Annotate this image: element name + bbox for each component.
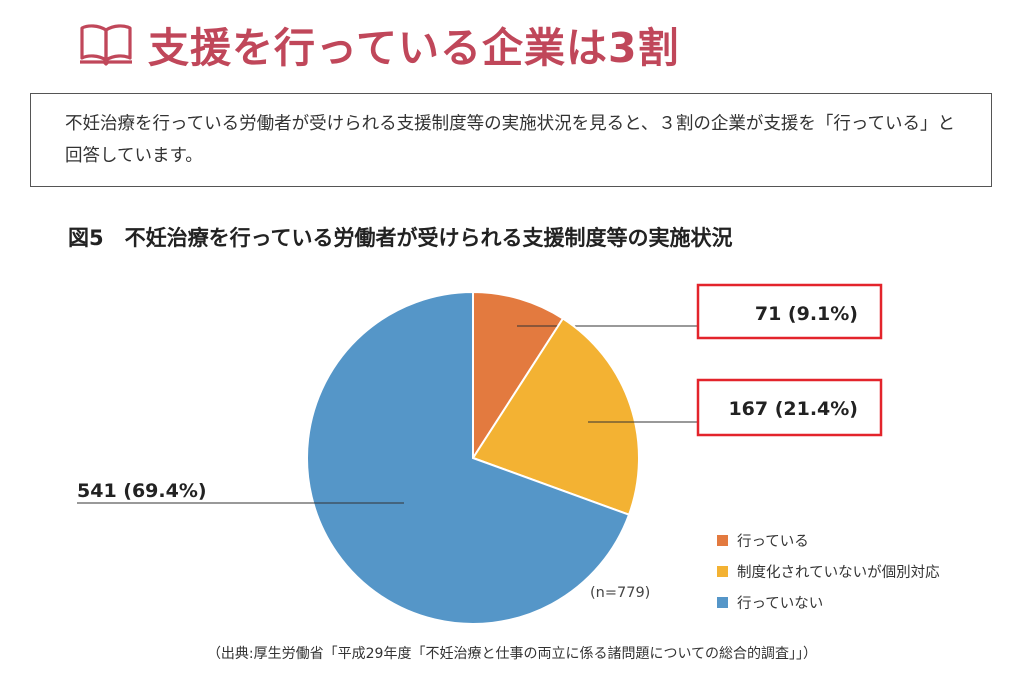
data-label: 167 (21.4%) (728, 398, 858, 420)
page-title: 支援を行っている企業は3割 (148, 24, 680, 72)
page-heading: 支援を行っている企業は3割 (78, 14, 679, 74)
pie-slice (306, 290, 631, 625)
data-label: 71 (9.1%) (755, 303, 858, 325)
legend-item: 行っている (717, 525, 940, 556)
source-citation: （出典:厚生労働省「平成29年度「不妊治療と仕事の両立に係る諸問題についての総合… (206, 646, 818, 662)
legend-swatch (717, 535, 728, 546)
legend-label: 行っていない (737, 596, 824, 612)
pie-slice (471, 317, 640, 517)
highlight-box (696, 378, 883, 437)
chart-legend: 行っている 制度化されていないが個別対応 行っていない (717, 525, 940, 618)
sample-size-label: (n=779) (590, 585, 651, 601)
pie-slice (472, 290, 565, 462)
legend-swatch (717, 566, 728, 577)
legend-item: 行っていない (717, 587, 940, 618)
highlight-box (696, 283, 883, 340)
open-book-icon (80, 24, 132, 66)
legend-label: 行っている (737, 534, 809, 550)
legend-item: 制度化されていないが個別対応 (717, 556, 940, 587)
legend-label: 制度化されていないが個別対応 (737, 565, 940, 581)
data-label: 541 (69.4%) (77, 480, 207, 502)
legend-swatch (717, 597, 728, 608)
description-text: 不妊治療を行っている労働者が受けられる支援制度等の実施状況を見ると、３割の企業が… (65, 114, 956, 166)
description-box: 不妊治療を行っている労働者が受けられる支援制度等の実施状況を見ると、３割の企業が… (30, 93, 992, 187)
figure-title: 図5 不妊治療を行っている労働者が受けられる支援制度等の実施状況 (68, 226, 733, 250)
